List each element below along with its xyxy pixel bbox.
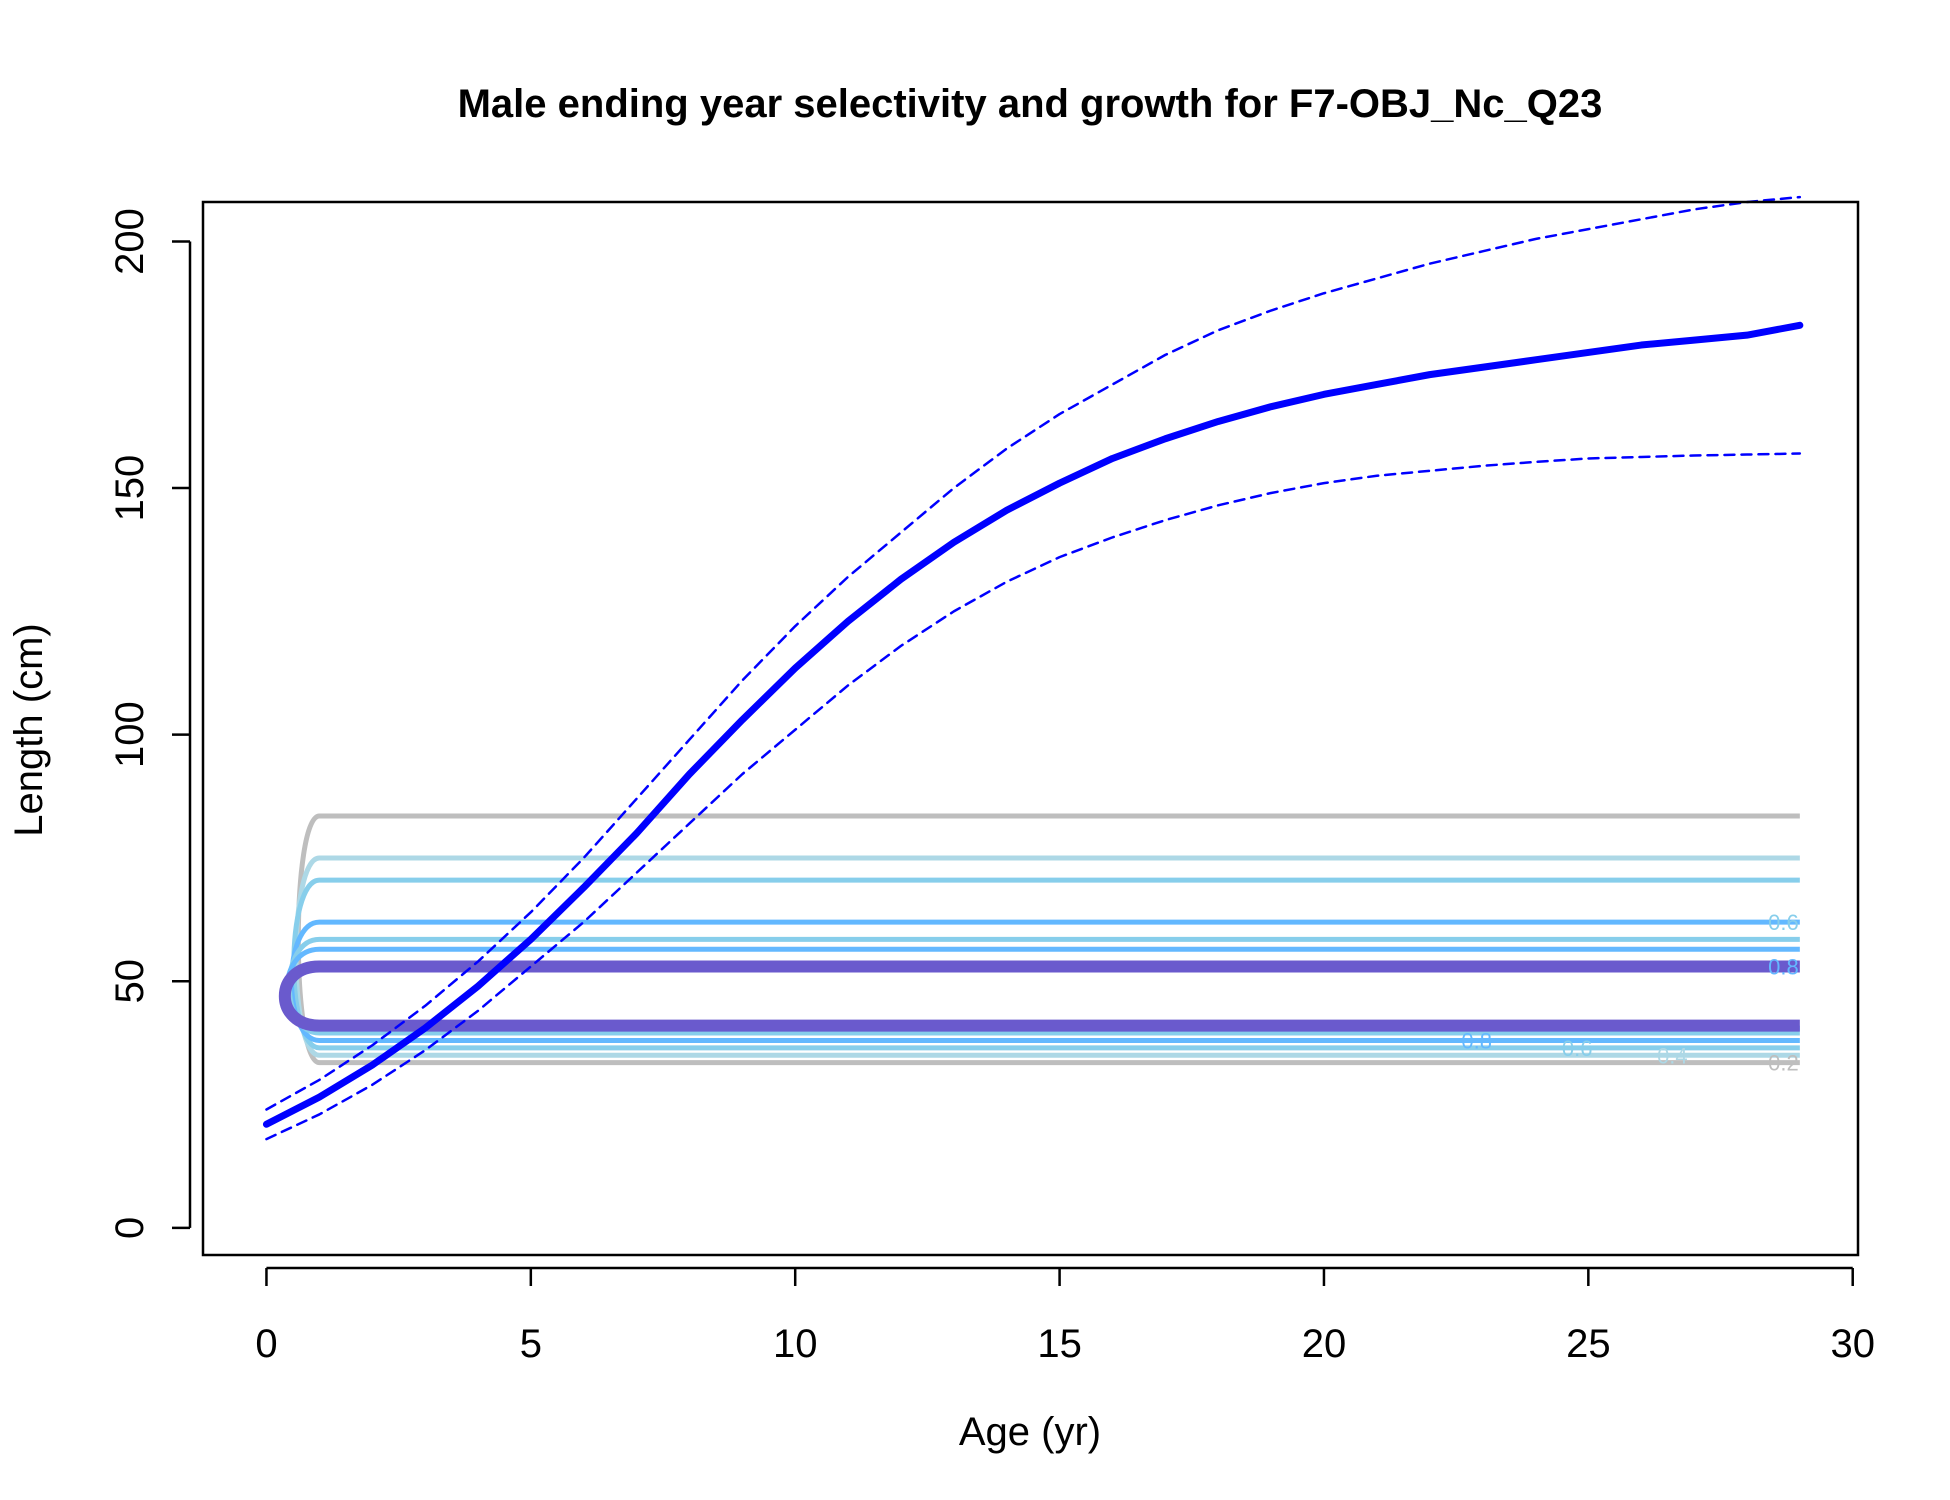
plot-frame <box>201 200 1860 1257</box>
x-tick-label: 10 <box>773 1322 818 1366</box>
contour-label-0.8: 0.8 <box>1461 1028 1492 1053</box>
contour-label-0.2: 0.2 <box>1768 1051 1799 1076</box>
contour-label-0.6: 0.6 <box>1768 910 1799 935</box>
x-axis: 0 5 10 15 20 25 30 <box>255 1266 1875 1366</box>
y-tick-label: 0 <box>108 1217 152 1239</box>
x-tick-label: 5 <box>520 1322 542 1366</box>
growth-mean-line <box>262 321 1804 1128</box>
selectivity-contours: 0.2 0.4 0.6 0.8 0.6 0.8 <box>279 813 1800 1076</box>
x-tick-label: 0 <box>255 1322 277 1366</box>
contour-label-0.8: 0.8 <box>1768 954 1799 979</box>
y-axis-label: Length (cm) <box>7 623 51 836</box>
contour-label-0.6: 0.6 <box>1562 1036 1593 1061</box>
y-tick-label: 50 <box>108 959 152 1004</box>
x-tick-label: 15 <box>1037 1322 1082 1366</box>
x-tick-label: 25 <box>1566 1322 1611 1366</box>
chart-title: Male ending year selectivity and growth … <box>458 82 1603 126</box>
x-tick-label: 20 <box>1302 1322 1347 1366</box>
x-axis-label: Age (yr) <box>959 1410 1101 1454</box>
growth-curves <box>262 195 1804 1141</box>
x-tick-label: 30 <box>1830 1322 1875 1366</box>
growth-upper-line <box>265 195 1802 1111</box>
y-tick-label: 150 <box>108 455 152 522</box>
y-tick-label: 100 <box>108 701 152 768</box>
growth-lower-line <box>265 452 1802 1141</box>
contour-label-0.4: 0.4 <box>1657 1043 1688 1068</box>
y-tick-label: 200 <box>108 208 152 275</box>
contour-line-1 <box>279 960 1800 1032</box>
y-axis: 0 50 100 150 200 <box>108 208 192 1239</box>
